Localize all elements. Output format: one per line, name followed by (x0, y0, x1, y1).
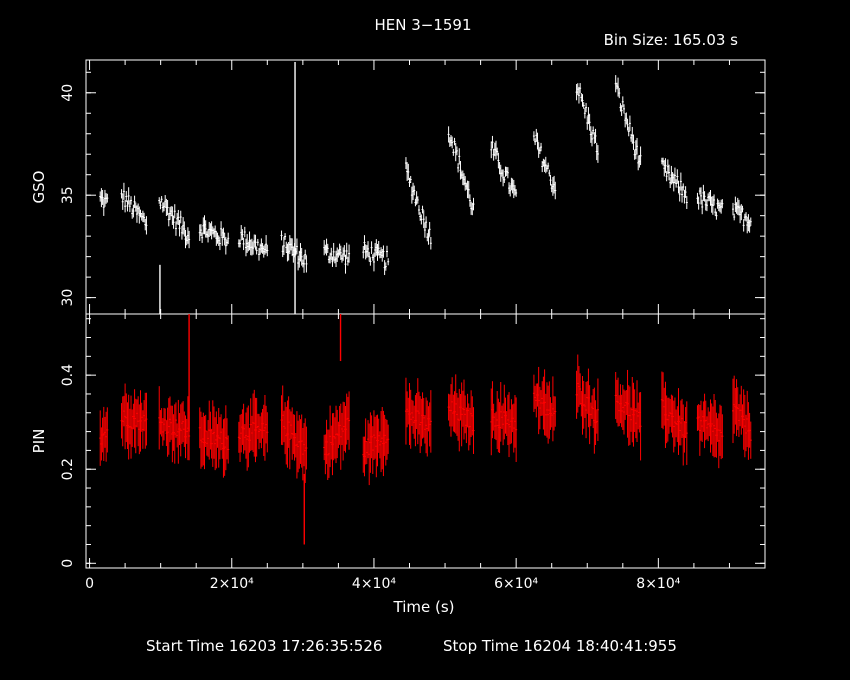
pin-frame (85, 313, 766, 569)
y-tick-label: 0.2 (60, 458, 76, 480)
gso-frame (85, 59, 766, 315)
y-axis-label: GSO (30, 171, 48, 204)
chart-title: HEN 3−1591 (374, 16, 471, 34)
stop-time-label: Stop Time 16204 18:40:41:955 (443, 637, 677, 655)
x-tick-label: 0 (85, 576, 94, 592)
pin-panel: 0 0.2 0.4 0 2×10⁴ 4×10⁴ 6×10⁴ 8×10⁴ PIN (30, 313, 766, 592)
y-tick-label: 30 (60, 289, 76, 307)
x-axis-label: Time (s) (393, 598, 455, 616)
start-time-label: Start Time 16203 17:26:35:526 (146, 637, 382, 655)
gso-panel: 30 35 40 GSO (30, 59, 766, 315)
y-axis-label: PIN (30, 429, 48, 454)
y-tick-label: 0.4 (60, 364, 76, 386)
y-tick-label: 40 (60, 84, 76, 102)
x-tick-label: 6×10⁴ (494, 576, 538, 592)
pin-data (99, 314, 752, 545)
bin-size-label: Bin Size: 165.03 s (604, 31, 739, 49)
y-tick-label: 0 (60, 559, 76, 568)
x-tick-label: 8×10⁴ (636, 576, 680, 592)
x-tick-label: 2×10⁴ (210, 576, 254, 592)
gso-data (99, 62, 752, 314)
y-tick-label: 35 (60, 186, 76, 204)
x-tick-label: 4×10⁴ (352, 576, 396, 592)
